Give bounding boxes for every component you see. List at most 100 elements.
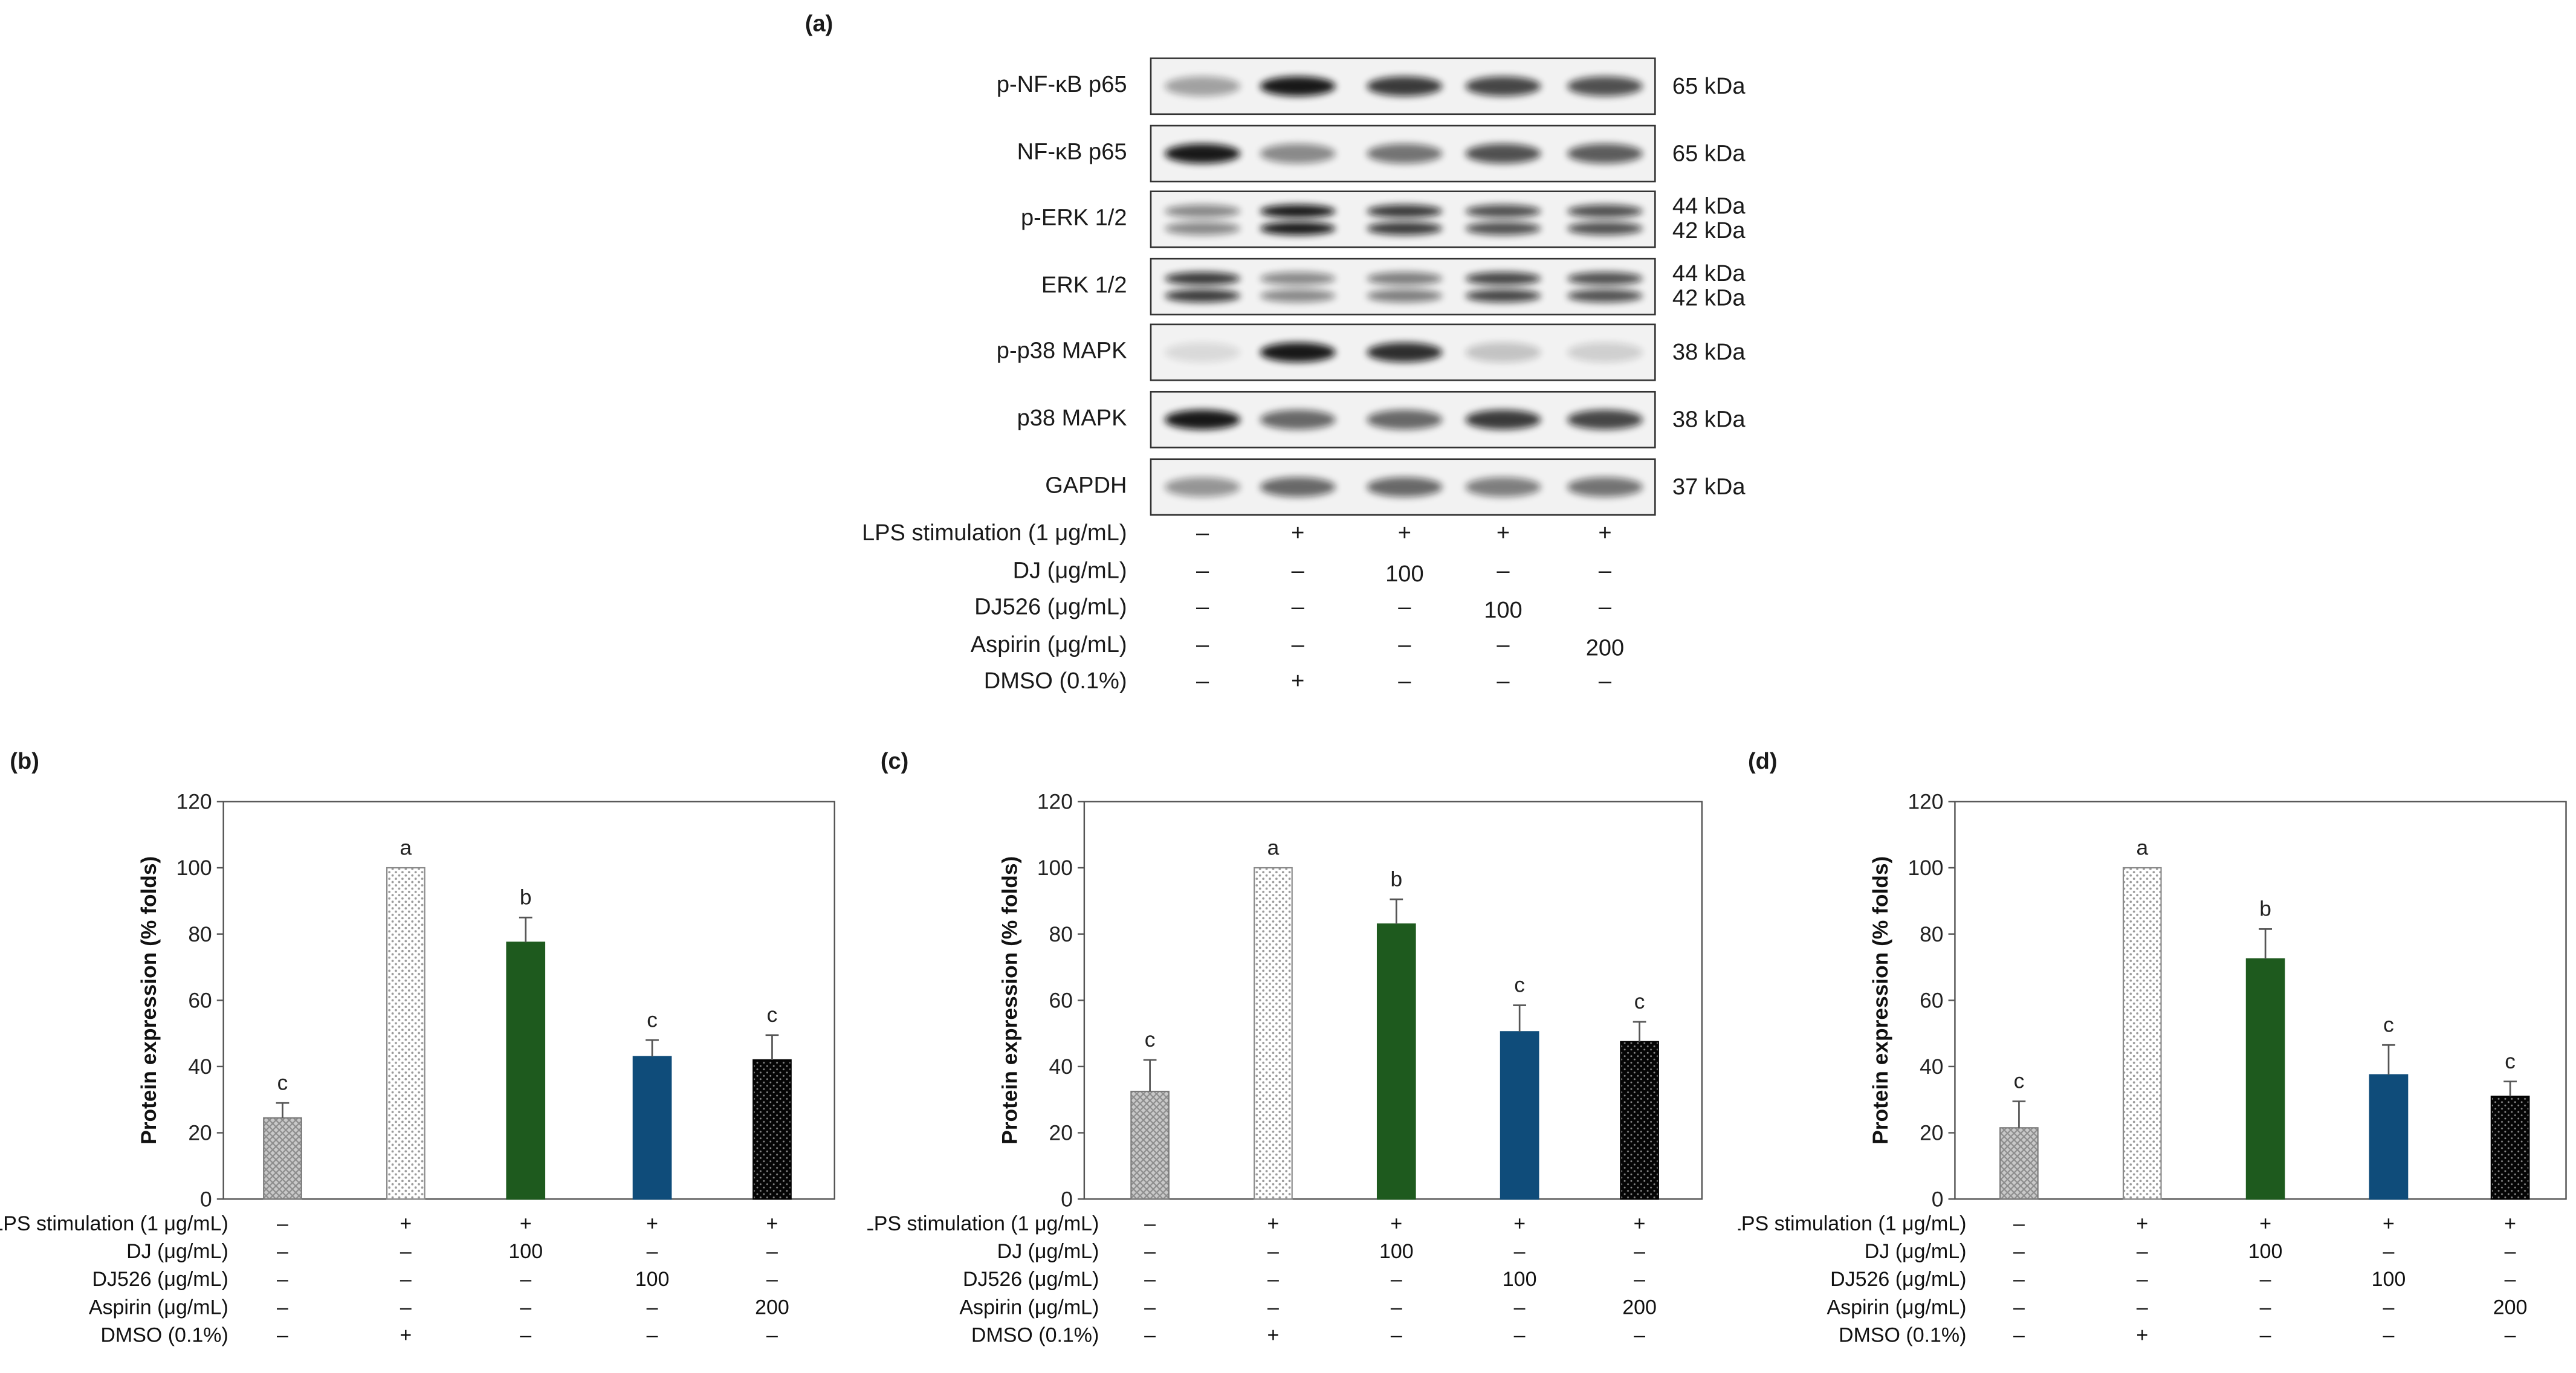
blot-band xyxy=(1567,410,1643,430)
treatment-cell: – xyxy=(400,1268,412,1291)
blot-band xyxy=(1165,289,1241,302)
treatment-cell: – xyxy=(2505,1268,2516,1291)
panel-d-label: (d) xyxy=(1747,747,1778,774)
treatment-cell: – xyxy=(2137,1268,2148,1291)
panel-c-label: (c) xyxy=(880,747,909,774)
bar xyxy=(752,1059,792,1200)
treatment-cell: – xyxy=(1398,593,1411,619)
blot-label: p-ERK 1/2 xyxy=(1020,204,1127,231)
treatment-label: DMSO (0.1%) xyxy=(1839,1324,1966,1347)
blot-box xyxy=(1150,57,1656,115)
treatment-cell: – xyxy=(1398,667,1411,693)
treatment-cell: – xyxy=(1196,556,1209,583)
significance-letter: c xyxy=(2505,1050,2516,1073)
treatment-cell: 100 xyxy=(1385,559,1424,586)
blot-band xyxy=(1260,143,1336,163)
blot-band xyxy=(1165,205,1241,218)
blot-band xyxy=(1465,476,1541,497)
treatment-cell: – xyxy=(2013,1240,2025,1263)
y-tick-label: 40 xyxy=(1049,1055,1073,1079)
blot-band xyxy=(1567,289,1643,302)
treatment-cell: – xyxy=(1598,556,1612,583)
significance-letter: c xyxy=(2383,1013,2394,1037)
blot-background xyxy=(1150,257,1656,315)
treatment-cell: – xyxy=(1497,556,1510,583)
significance-letter: c xyxy=(647,1008,658,1032)
blot-band xyxy=(1465,222,1541,236)
treatment-cell: – xyxy=(400,1296,412,1319)
bar xyxy=(263,1117,302,1200)
blot-band xyxy=(1260,271,1336,285)
y-tick-label: 40 xyxy=(188,1055,212,1079)
blot-label: p-NF-κB p65 xyxy=(996,70,1127,97)
treatment-cell: 200 xyxy=(755,1296,789,1319)
treatment-cell: – xyxy=(277,1296,288,1319)
panel-b: (b) 0 20 40 60 80 100 120 Protein expression (%… xyxy=(0,739,871,1365)
y-axis-label: Protein expression (% folds) xyxy=(1869,856,1892,1145)
blot-band xyxy=(1465,76,1541,97)
treatment-cell: – xyxy=(277,1324,288,1347)
treatment-cell: – xyxy=(1514,1296,1526,1319)
y-tick-label: 100 xyxy=(1037,856,1073,880)
blot-band xyxy=(1567,205,1643,218)
panel-c: (c) 0 20 40 60 80 100 120 Protein expression (%… xyxy=(862,739,1738,1365)
bar xyxy=(2122,867,2162,1200)
bar xyxy=(1999,1127,2039,1200)
treatment-cell: – xyxy=(1391,1324,1402,1347)
blot-band xyxy=(1367,76,1443,97)
treatment-cell: – xyxy=(277,1212,288,1235)
treatment-label: Aspirin (μg/mL) xyxy=(89,1296,228,1319)
significance-letter: a xyxy=(2136,836,2148,859)
blot-band xyxy=(1367,476,1443,497)
treatment-cell: – xyxy=(1634,1240,1645,1263)
blot-label: GAPDH xyxy=(1045,470,1127,497)
treatment-label: DJ (μg/mL) xyxy=(1865,1240,1967,1263)
chart-b: 0 20 40 60 80 100 120 Protein expression (% fol… xyxy=(0,790,835,1347)
treatment-cell: 100 xyxy=(1503,1268,1537,1291)
treatment-cell: – xyxy=(520,1296,531,1319)
blot-size-label: 44 kDa xyxy=(1672,259,1746,286)
treatment-cell: + xyxy=(2383,1212,2395,1235)
treatment-cell: – xyxy=(2260,1268,2271,1291)
panel-a: (a) p-NF-κB p65 65 kDa NF-κB p65 65 kDa p-ER… xyxy=(804,10,1746,693)
bar xyxy=(1620,1041,1659,1200)
treatment-cell: – xyxy=(1291,630,1304,656)
treatment-cell: + xyxy=(1267,1324,1280,1347)
blot-band xyxy=(1367,410,1443,430)
treatment-cell: + xyxy=(1598,519,1612,546)
significance-letter: c xyxy=(767,1003,778,1027)
bar xyxy=(386,867,426,1200)
blot-band xyxy=(1465,271,1541,285)
treatment-cell: – xyxy=(1144,1268,1156,1291)
treatment-cell: – xyxy=(2013,1212,2025,1235)
significance-letter: c xyxy=(277,1071,288,1094)
y-tick-label: 120 xyxy=(1908,790,1943,814)
blot-band xyxy=(1165,410,1241,430)
treatment-label: LPS stimulation (1 μg/mL) xyxy=(861,519,1127,546)
y-tick-label: 100 xyxy=(1908,856,1943,880)
blot-band xyxy=(1260,410,1336,430)
treatment-cell: – xyxy=(1267,1268,1279,1291)
blot-box xyxy=(1150,124,1656,182)
panel-a-label: (a) xyxy=(804,10,833,36)
blot-band xyxy=(1367,343,1443,363)
blot-background xyxy=(1150,190,1656,248)
chart-c: 0 20 40 60 80 100 120 Protein expression (% fol… xyxy=(862,790,1703,1347)
treatment-cell: 100 xyxy=(1484,596,1523,623)
blot-size-label: 38 kDa xyxy=(1672,338,1746,366)
treatment-cell: – xyxy=(2013,1324,2025,1347)
treatment-cell: – xyxy=(766,1324,778,1347)
bar xyxy=(632,1056,672,1200)
blot-band xyxy=(1465,143,1541,163)
treatment-cell: + xyxy=(1397,519,1412,546)
blot-label: p38 MAPK xyxy=(1017,404,1127,431)
significance-letter: c xyxy=(1634,990,1645,1013)
y-tick-label: 20 xyxy=(188,1122,212,1145)
treatment-cell: + xyxy=(766,1212,778,1235)
y-tick-label: 80 xyxy=(1049,923,1073,946)
bar xyxy=(2490,1096,2530,1200)
bar xyxy=(1130,1090,1170,1200)
treatment-cell: – xyxy=(2013,1268,2025,1291)
treatment-label: DJ526 (μg/mL) xyxy=(974,593,1127,619)
panel-b-label: (b) xyxy=(10,747,39,774)
